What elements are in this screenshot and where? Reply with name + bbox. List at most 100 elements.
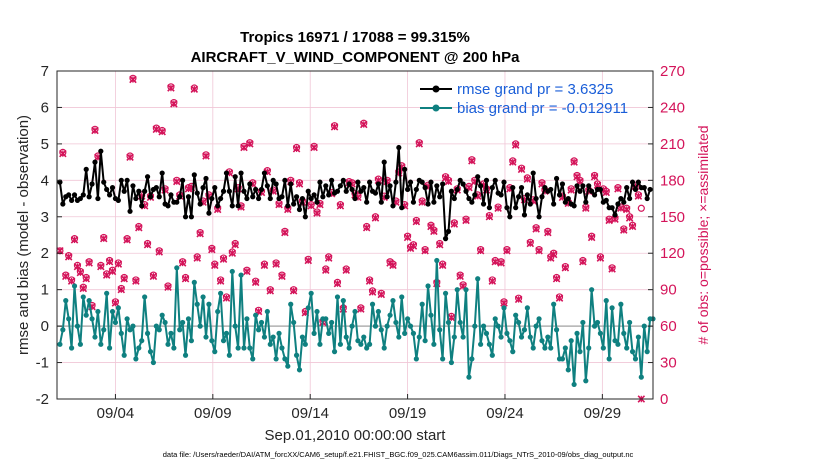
- rmse-point: [533, 195, 539, 202]
- bias-point: [632, 356, 639, 362]
- bias-point: [121, 352, 127, 358]
- bias-point: [343, 334, 349, 340]
- bias-point: [361, 334, 367, 340]
- rmse-point: [402, 166, 408, 172]
- obs-assimilated-marker: [143, 240, 152, 249]
- rmse-point: [378, 199, 384, 205]
- bias-point: [413, 356, 419, 362]
- obs-assimilated-marker: [357, 305, 365, 313]
- bias-point: [635, 334, 641, 340]
- rmse-point: [69, 197, 75, 203]
- obs-assimilated-marker: [155, 248, 164, 256]
- obs-assimilated-marker: [488, 277, 497, 285]
- rmse-point: [466, 195, 472, 202]
- rmse-point: [209, 195, 215, 202]
- bias-point: [69, 345, 75, 351]
- bias-point: [419, 301, 425, 307]
- rmse-point: [574, 183, 580, 189]
- y-tick-label-left: 3: [41, 209, 49, 226]
- rmse-point: [305, 188, 311, 194]
- rmse-point: [521, 212, 528, 218]
- bias-point: [197, 323, 203, 329]
- bias-point: [291, 319, 297, 326]
- obs-assimilated-marker: [240, 143, 248, 152]
- obs-assimilated-marker: [266, 287, 275, 295]
- rmse-point: [223, 170, 230, 176]
- bias-point: [203, 334, 209, 340]
- rmse-point: [238, 170, 244, 176]
- bias-point: [629, 349, 636, 355]
- bias-point: [524, 305, 530, 311]
- obs-assimilated-marker: [132, 277, 140, 285]
- y-tick-label-left: 1: [41, 282, 49, 299]
- legend-rmse-label: rmse grand pr = 3.6325: [457, 81, 613, 98]
- rmse-point: [133, 195, 139, 202]
- bias-point: [80, 294, 86, 300]
- obs-assimilated-marker: [535, 247, 543, 255]
- bias-point: [308, 290, 314, 296]
- bias-point: [182, 352, 189, 358]
- obs-assimilated-marker: [526, 239, 535, 248]
- rmse-point: [329, 177, 335, 183]
- bias-point: [235, 345, 241, 351]
- rmse-point: [396, 144, 402, 151]
- rmse-point: [188, 214, 194, 220]
- obs-assimilated-marker: [164, 283, 172, 292]
- rmse-point: [618, 195, 624, 202]
- rmse-point: [156, 194, 162, 200]
- rmse-point: [565, 195, 571, 202]
- bias-point: [168, 330, 174, 336]
- obs-assimilated-marker: [322, 266, 330, 274]
- rmse-point: [393, 179, 399, 185]
- bias-point: [367, 341, 373, 347]
- bias-point: [624, 345, 630, 351]
- bias-point: [495, 323, 501, 329]
- rmse-point: [375, 181, 381, 187]
- bias-point: [156, 327, 162, 333]
- bias-point: [317, 341, 323, 347]
- rmse-point: [542, 185, 548, 191]
- obs-assimilated-marker: [494, 204, 502, 213]
- y-tick-label-left: 0: [41, 318, 49, 335]
- y-tick-label-right: 150: [660, 209, 685, 226]
- bias-point: [510, 349, 516, 355]
- bias-point: [142, 294, 148, 300]
- bias-point: [329, 319, 335, 326]
- y-tick-label-right: 60: [660, 318, 677, 335]
- rmse-point: [597, 186, 604, 193]
- rmse-point: [215, 203, 221, 209]
- bias-point: [428, 312, 434, 318]
- obs-assimilated-marker: [272, 260, 280, 268]
- obs-assimilated-marker: [85, 259, 93, 267]
- obs-assimilated-marker: [476, 247, 485, 255]
- obs-assimilated-marker: [251, 278, 260, 287]
- bias-point: [425, 283, 431, 289]
- obs-assimilated-marker: [587, 233, 596, 242]
- bias-point: [71, 283, 78, 289]
- rmse-point: [250, 194, 256, 200]
- rmse-point: [80, 192, 86, 198]
- obs-assimilated-marker: [561, 264, 570, 272]
- rmse-point: [419, 179, 425, 185]
- obs-assimilated-marker: [313, 209, 321, 217]
- rmse-point: [478, 183, 484, 189]
- bias-point: [150, 359, 157, 366]
- obs-assimilated-marker: [412, 217, 421, 226]
- rmse-point: [308, 195, 314, 202]
- rmse-point: [407, 179, 414, 185]
- bias-point: [553, 327, 560, 333]
- bias-point: [407, 323, 414, 329]
- obs-assimilated-marker: [596, 254, 605, 262]
- bias-point: [445, 319, 452, 326]
- bias-point: [489, 352, 495, 358]
- bias-point: [390, 298, 396, 304]
- obs-assimilated-marker: [514, 295, 523, 304]
- bias-point: [206, 301, 212, 307]
- bias-point: [127, 327, 133, 333]
- rmse-point: [311, 192, 317, 198]
- rmse-point: [492, 177, 498, 183]
- rmse-point: [258, 186, 265, 193]
- rmse-point: [425, 201, 431, 207]
- obs-assimilated-marker: [181, 274, 190, 283]
